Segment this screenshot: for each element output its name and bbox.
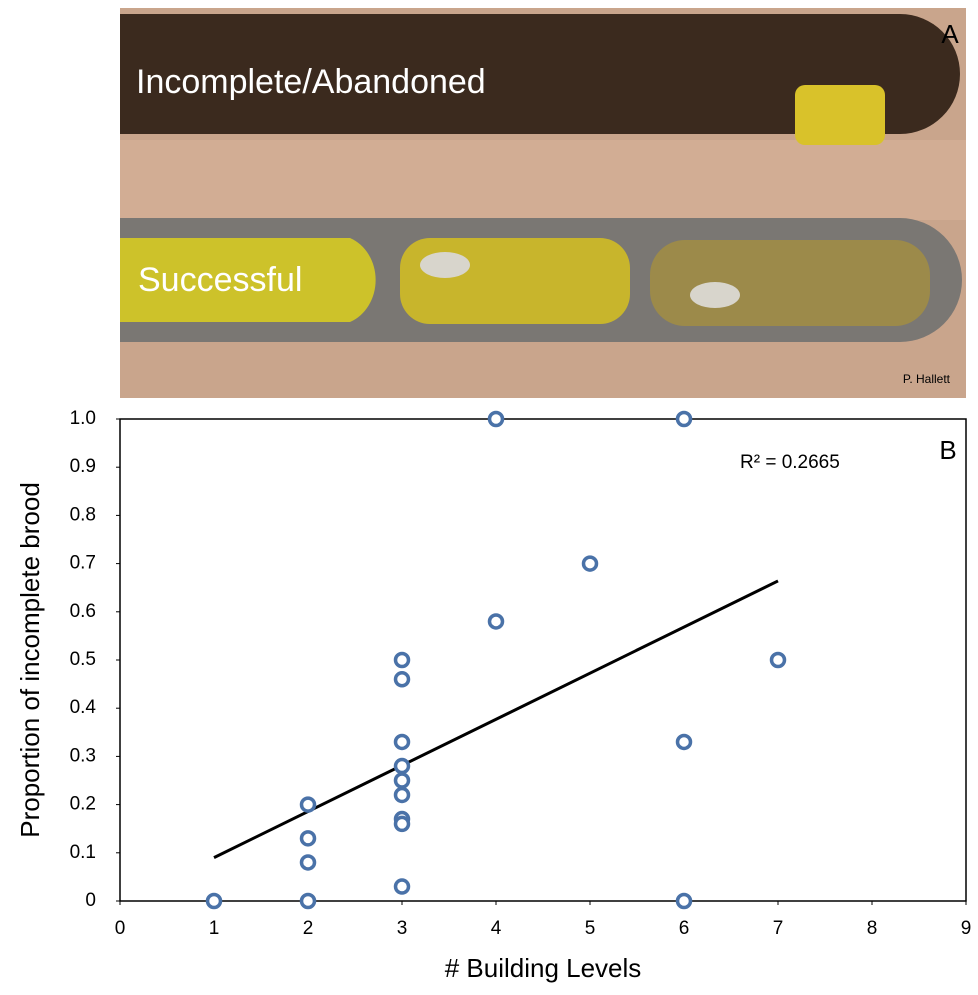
point [396,760,409,773]
y-tick-label: 0.4 [70,697,97,718]
cell-2 [400,238,630,324]
x-tick-label: 7 [773,918,784,939]
point [302,798,315,811]
photo-credit: P. Hallett [903,372,951,386]
y-tick-label: 0.8 [70,504,96,525]
x-tick-label: 1 [209,918,220,939]
y-tick-label: 0.3 [70,745,96,766]
photo: Incomplete/Abandoned Successful A P. Hal… [120,8,966,398]
point [396,880,409,893]
y-tick-label: 0.6 [70,601,96,622]
point [490,615,503,628]
point [772,654,785,667]
plot-frame [120,419,966,901]
y-axis-label: Proportion of incomplete brood [15,482,45,838]
point [490,413,503,426]
x-tick-label: 3 [397,918,408,939]
y-tick-label: 1.0 [70,408,96,429]
point [678,735,691,748]
y-tick-label: 0.1 [70,842,96,863]
x-tick-label: 4 [491,918,502,939]
figure: Incomplete/Abandoned Successful A P. Hal… [0,0,978,995]
point [396,673,409,686]
x-tick-label: 8 [867,918,878,939]
photo-label: Incomplete/Abandoned [136,63,486,101]
x-tick-label: 6 [679,918,690,939]
panel-label: A [941,19,959,49]
point [396,817,409,830]
egg [690,282,740,308]
point [396,774,409,787]
panel-label: B [939,435,956,465]
point [302,832,315,845]
point [678,413,691,426]
point [678,895,691,908]
point [396,735,409,748]
x-axis-label: # Building Levels [445,953,642,983]
point [396,654,409,667]
cell-3 [650,240,930,326]
point [302,895,315,908]
y-tick-label: 0.2 [70,794,96,815]
x-tick-label: 2 [303,918,314,939]
point [208,895,221,908]
annotation: R² = 0.2665 [740,452,840,473]
point [584,557,597,570]
x-tick-label: 9 [961,918,972,939]
photo-label: Successful [138,261,302,299]
y-tick-label: 0.7 [70,553,96,574]
y-tick-label: 0.9 [70,456,96,477]
pollen-provision [795,85,885,145]
point [302,856,315,869]
egg [420,252,470,278]
x-tick-label: 5 [585,918,596,939]
point [396,788,409,801]
y-tick-label: 0.5 [70,649,96,670]
wood-grain [120,140,966,220]
y-tick-label: 0 [85,890,96,911]
x-tick-label: 0 [115,918,126,939]
